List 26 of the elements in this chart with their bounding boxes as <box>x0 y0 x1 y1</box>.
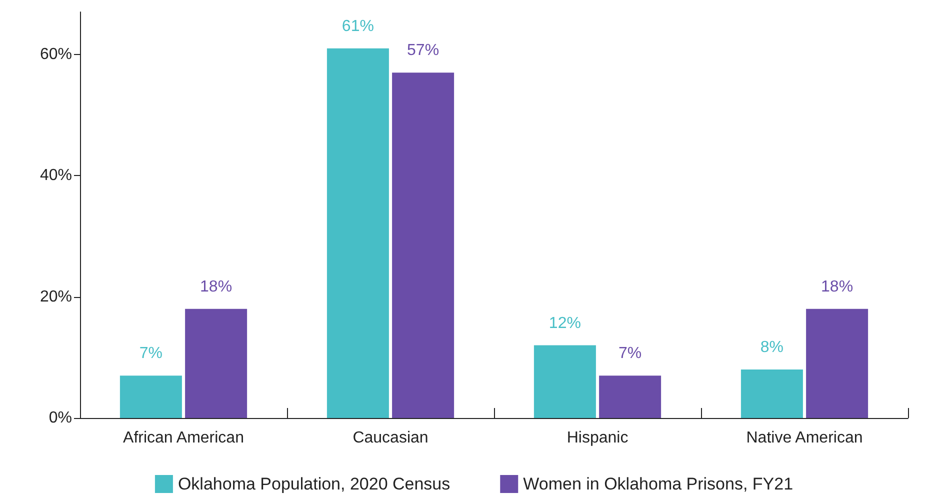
data-label: 8% <box>760 339 784 356</box>
data-label: 12% <box>548 314 581 332</box>
y-tick-label: 40% <box>40 167 72 184</box>
data-label: 7% <box>618 345 642 362</box>
y-tick-label: 60% <box>40 46 72 63</box>
y-tick-label: 20% <box>40 288 72 306</box>
legend-label: Oklahoma Population, 2020 Census <box>178 474 450 494</box>
x-tick-label: Hispanic <box>566 430 628 446</box>
bar <box>185 308 248 418</box>
legend-label: Women in Oklahoma Prisons, FY21 <box>523 474 794 494</box>
x-tick-label: Caucasian <box>352 430 428 446</box>
bar <box>740 370 803 418</box>
bar <box>534 345 596 418</box>
data-label: 57% <box>407 42 440 60</box>
bar <box>326 48 389 418</box>
bar <box>392 72 454 418</box>
y-tick-label: 0% <box>48 410 72 426</box>
bar <box>806 308 868 418</box>
data-label: 61% <box>342 18 374 35</box>
data-label: 7% <box>139 345 163 362</box>
x-tick-label: African American <box>123 430 244 446</box>
data-label: 18% <box>821 278 854 296</box>
bar <box>599 376 662 418</box>
bar <box>120 376 182 418</box>
data-label: 18% <box>200 278 232 296</box>
x-tick-label: Native American <box>746 430 863 446</box>
